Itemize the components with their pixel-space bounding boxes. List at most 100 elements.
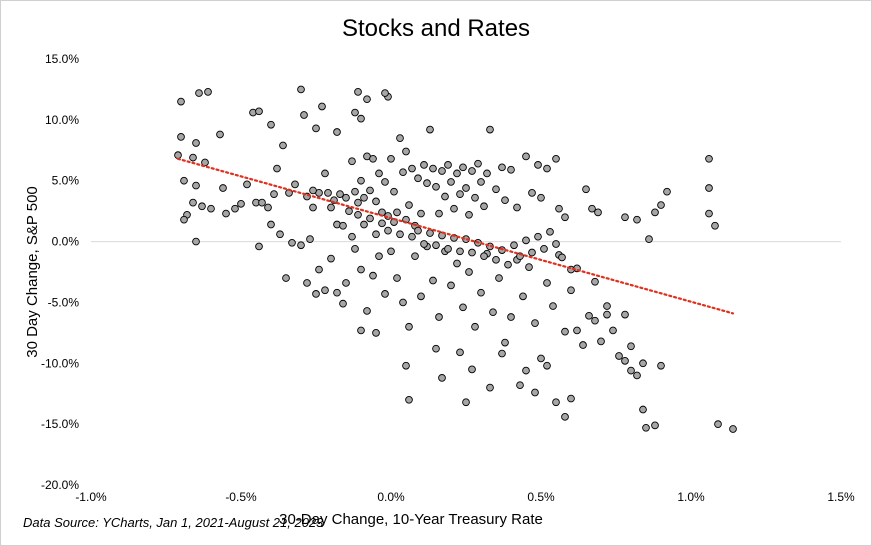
data-point: [561, 327, 569, 336]
data-point: [558, 253, 566, 262]
data-point: [525, 263, 533, 271]
data-point: [438, 167, 446, 175]
data-point: [255, 242, 263, 251]
data-point: [498, 349, 506, 358]
data-point: [531, 388, 539, 397]
data-point: [243, 180, 251, 189]
data-point: [189, 198, 197, 207]
data-point: [255, 107, 263, 116]
chart-title: Stocks and Rates: [341, 15, 531, 42]
data-point: [414, 174, 422, 183]
data-point: [372, 230, 380, 239]
data-point: [426, 125, 434, 134]
data-point: [585, 311, 593, 320]
data-point: [345, 207, 353, 215]
data-point: [432, 182, 440, 191]
data-point: [207, 204, 215, 213]
data-point: [309, 186, 317, 195]
x-tick-label: 0.0%: [377, 490, 405, 504]
data-point: [267, 220, 275, 229]
data-point: [651, 421, 659, 430]
data-point: [366, 186, 374, 195]
data-point: [189, 153, 197, 162]
data-point: [639, 359, 647, 368]
data-point: [354, 88, 362, 96]
data-point: [435, 209, 443, 218]
data-point: [462, 398, 470, 407]
data-point: [480, 202, 488, 211]
x-axis-label: 30-Day Change, 10-Year Treasury Rate: [279, 511, 543, 528]
data-point: [729, 425, 737, 433]
data-point: [642, 423, 650, 432]
data-point: [432, 241, 440, 250]
data-point: [291, 180, 299, 189]
data-point: [363, 95, 371, 104]
data-point: [327, 254, 335, 263]
data-point: [192, 139, 200, 147]
data-point: [348, 157, 356, 166]
data-point: [552, 240, 560, 248]
data-point: [351, 108, 359, 117]
data-point: [333, 288, 341, 297]
data-point: [468, 167, 476, 175]
data-point: [387, 247, 395, 256]
data-point: [453, 259, 461, 268]
data-point: [501, 196, 509, 205]
data-point: [582, 185, 590, 194]
data-point: [501, 338, 509, 347]
data-point: [417, 209, 425, 218]
data-point: [639, 405, 647, 414]
data-point: [204, 88, 212, 96]
data-point: [663, 187, 671, 196]
y-tick-label: -20.0%: [41, 478, 79, 492]
data-point: [459, 303, 467, 312]
data-point: [237, 199, 245, 208]
data-point: [522, 366, 530, 375]
data-point: [429, 276, 437, 285]
data-point: [324, 189, 332, 197]
data-point: [270, 190, 278, 198]
data-point: [192, 181, 200, 190]
data-point: [483, 169, 491, 178]
data-point: [609, 326, 617, 335]
data-point: [537, 354, 545, 363]
data-point: [444, 245, 452, 253]
data-point: [396, 134, 404, 142]
data-point: [264, 203, 272, 212]
data-point: [516, 381, 524, 390]
data-point: [471, 322, 479, 331]
data-point: [312, 290, 320, 298]
data-point: [267, 120, 275, 129]
data-point: [528, 189, 536, 197]
data-point: [510, 241, 518, 250]
x-tick-label: 1.0%: [677, 490, 705, 504]
data-point: [486, 383, 494, 392]
data-point: [513, 203, 521, 212]
data-point: [333, 128, 341, 136]
data-point: [231, 204, 239, 213]
data-point: [504, 260, 512, 269]
data-point: [534, 161, 542, 169]
data-point: [426, 229, 434, 237]
data-point: [282, 274, 290, 282]
data-point: [288, 238, 296, 247]
data-point: [579, 341, 587, 349]
x-tick-label: -1.0%: [75, 490, 107, 504]
data-point: [714, 420, 722, 428]
data-point: [543, 361, 551, 370]
data-point: [627, 342, 635, 351]
data-point: [198, 202, 206, 211]
data-point: [369, 271, 377, 280]
data-point: [465, 210, 473, 219]
data-point: [219, 184, 227, 192]
data-point: [498, 163, 506, 172]
data-point: [594, 208, 602, 217]
data-point: [651, 208, 659, 217]
data-point: [408, 164, 416, 173]
data-point: [546, 227, 554, 236]
data-point: [177, 133, 185, 141]
data-point: [459, 163, 467, 172]
data-point: [405, 322, 413, 331]
data-point: [381, 89, 389, 97]
